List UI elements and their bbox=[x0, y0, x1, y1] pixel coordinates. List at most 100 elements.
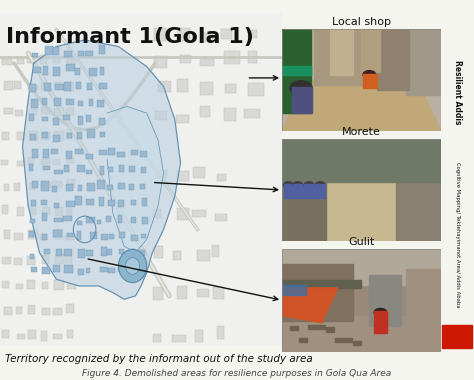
Bar bbox=[44, 83, 51, 90]
Bar bbox=[180, 55, 191, 63]
Bar bbox=[282, 249, 441, 285]
Bar bbox=[67, 58, 76, 65]
Bar bbox=[86, 154, 93, 158]
Bar bbox=[27, 256, 35, 264]
Bar bbox=[63, 115, 70, 120]
Bar bbox=[77, 231, 81, 240]
Bar bbox=[100, 234, 108, 239]
Bar bbox=[65, 256, 72, 263]
Bar bbox=[54, 131, 64, 141]
Bar bbox=[75, 149, 82, 154]
Bar bbox=[42, 234, 46, 239]
Bar bbox=[64, 82, 71, 91]
Bar bbox=[131, 149, 138, 155]
Bar bbox=[1, 160, 8, 165]
Bar bbox=[99, 197, 104, 206]
Bar bbox=[64, 216, 72, 221]
Bar bbox=[53, 66, 60, 76]
Bar bbox=[130, 249, 137, 257]
Bar bbox=[32, 149, 38, 158]
Bar bbox=[118, 165, 124, 171]
Bar bbox=[42, 207, 50, 215]
Bar bbox=[335, 338, 343, 342]
Bar bbox=[100, 267, 108, 272]
Bar bbox=[2, 281, 9, 288]
Bar bbox=[329, 28, 354, 74]
Bar bbox=[107, 216, 111, 222]
Bar bbox=[282, 264, 354, 321]
Text: Gulit: Gulit bbox=[348, 237, 374, 247]
Bar bbox=[129, 184, 135, 190]
Bar bbox=[65, 234, 73, 240]
Bar bbox=[200, 59, 214, 66]
Bar bbox=[131, 235, 138, 241]
Bar bbox=[54, 280, 64, 290]
Bar bbox=[154, 247, 164, 258]
Circle shape bbox=[374, 309, 387, 317]
Bar bbox=[17, 132, 25, 140]
Circle shape bbox=[290, 81, 312, 95]
Bar bbox=[29, 109, 37, 115]
Bar bbox=[78, 51, 83, 56]
Bar bbox=[118, 268, 124, 272]
Circle shape bbox=[315, 182, 325, 188]
Bar bbox=[40, 55, 46, 63]
Bar bbox=[100, 118, 105, 125]
Bar bbox=[177, 171, 190, 181]
Bar bbox=[119, 232, 125, 238]
Bar bbox=[100, 131, 105, 138]
Bar bbox=[29, 164, 33, 171]
Bar bbox=[78, 249, 85, 258]
Bar bbox=[177, 286, 187, 299]
Bar bbox=[212, 245, 219, 257]
Bar bbox=[29, 131, 38, 141]
Bar bbox=[248, 83, 264, 96]
Bar bbox=[41, 132, 50, 140]
Bar bbox=[64, 264, 73, 273]
Bar bbox=[130, 200, 136, 206]
Bar bbox=[67, 233, 73, 238]
Bar bbox=[87, 129, 95, 138]
Bar bbox=[55, 254, 64, 264]
Bar bbox=[192, 209, 206, 217]
Bar bbox=[42, 255, 49, 264]
Bar bbox=[2, 59, 12, 65]
Bar bbox=[40, 201, 46, 205]
Bar bbox=[200, 106, 210, 117]
Bar bbox=[197, 290, 209, 297]
Bar bbox=[89, 98, 93, 106]
Text: Informant 1(Gola 1): Informant 1(Gola 1) bbox=[6, 27, 254, 47]
Bar bbox=[293, 184, 303, 198]
Bar bbox=[354, 341, 361, 345]
Bar bbox=[86, 217, 95, 223]
Bar bbox=[28, 157, 34, 165]
Bar bbox=[64, 165, 69, 172]
Bar bbox=[45, 46, 54, 55]
Bar bbox=[89, 68, 98, 76]
Bar bbox=[140, 184, 145, 188]
Bar bbox=[248, 51, 256, 63]
Circle shape bbox=[293, 182, 303, 188]
Bar bbox=[4, 184, 9, 191]
Bar bbox=[78, 101, 83, 106]
Bar bbox=[2, 257, 11, 264]
Bar bbox=[326, 328, 334, 332]
Bar bbox=[129, 166, 135, 172]
Bar bbox=[52, 181, 62, 188]
Bar bbox=[217, 326, 224, 339]
Bar bbox=[141, 167, 146, 173]
Bar bbox=[87, 183, 95, 191]
Circle shape bbox=[363, 71, 376, 79]
Bar bbox=[27, 280, 35, 288]
Polygon shape bbox=[23, 40, 181, 299]
Bar bbox=[118, 152, 125, 157]
Bar bbox=[176, 114, 189, 123]
Bar bbox=[107, 185, 113, 190]
Bar bbox=[290, 326, 298, 330]
Bar bbox=[42, 282, 48, 289]
Polygon shape bbox=[282, 80, 441, 131]
Bar bbox=[67, 179, 75, 188]
Bar bbox=[66, 152, 73, 158]
Bar bbox=[374, 312, 387, 333]
Bar bbox=[282, 28, 310, 112]
